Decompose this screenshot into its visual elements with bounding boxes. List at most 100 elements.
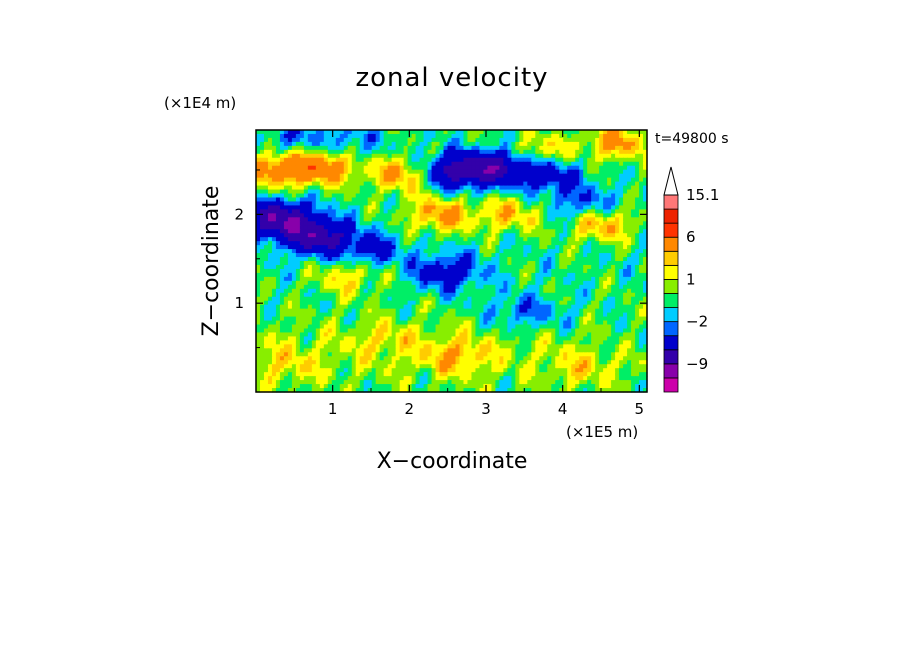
- field-cell: [587, 201, 592, 207]
- field-cell: [315, 276, 321, 282]
- field-cell: [415, 241, 421, 246]
- field-cell: [327, 328, 333, 334]
- field-cell: [351, 149, 357, 155]
- field-cell: [371, 312, 377, 318]
- field-cell: [403, 320, 409, 326]
- field-cell: [439, 304, 445, 310]
- field-cell: [623, 145, 628, 151]
- field-cell: [256, 229, 261, 234]
- field-cell: [419, 276, 425, 282]
- field-cell: [599, 288, 604, 294]
- field-cell: [307, 145, 313, 151]
- field-cell: [555, 284, 560, 290]
- field-cell: [379, 201, 385, 207]
- field-cell: [479, 189, 485, 195]
- field-cell: [447, 241, 453, 246]
- field-cell: [515, 189, 520, 195]
- field-cell: [363, 276, 369, 282]
- field-cell: [591, 213, 596, 218]
- field-cell: [539, 257, 544, 262]
- field-cell: [591, 153, 596, 159]
- field-cell: [435, 145, 441, 151]
- field-cell: [539, 320, 544, 326]
- field-cell: [259, 173, 265, 179]
- field-cell: [611, 161, 616, 167]
- field-cell: [515, 157, 520, 163]
- field-cell: [371, 137, 377, 143]
- field-cell: [263, 153, 269, 159]
- field-cell: [315, 173, 321, 179]
- field-cell: [427, 169, 433, 175]
- field-cell: [523, 276, 528, 282]
- field-cell: [363, 221, 369, 226]
- field-cell: [519, 130, 524, 135]
- field-cell: [467, 221, 473, 226]
- field-cell: [431, 308, 437, 314]
- field-cell: [483, 197, 489, 203]
- field-cell: [351, 288, 357, 294]
- field-cell: [575, 245, 580, 250]
- field-cell: [591, 312, 596, 318]
- field-cell: [263, 276, 269, 282]
- field-cell: [563, 304, 568, 310]
- field-cell: [375, 225, 381, 230]
- field-cell: [595, 130, 600, 135]
- field-cell: [287, 133, 293, 139]
- field-cell: [447, 280, 453, 286]
- field-cell: [539, 304, 544, 310]
- field-cell: [411, 137, 417, 143]
- field-cell: [351, 137, 357, 143]
- field-cell: [387, 328, 393, 334]
- field-cell: [256, 233, 261, 238]
- field-cell: [611, 137, 616, 143]
- field-cell: [443, 284, 449, 290]
- field-cell: [575, 169, 580, 175]
- field-cell: [623, 153, 628, 159]
- field-cell: [627, 165, 632, 171]
- field-cell: [563, 320, 568, 326]
- field-cell: [287, 169, 293, 175]
- field-cell: [575, 316, 580, 322]
- field-cell: [263, 268, 269, 274]
- field-cell: [399, 185, 405, 191]
- field-cell: [275, 229, 281, 234]
- field-cell: [371, 237, 377, 242]
- field-cell: [527, 225, 532, 230]
- field-cell: [271, 213, 277, 218]
- field-cell: [403, 177, 409, 183]
- field-cell: [267, 324, 273, 330]
- field-cell: [515, 268, 520, 274]
- field-cell: [463, 264, 469, 270]
- field-cell: [315, 316, 321, 322]
- field-cell: [487, 181, 492, 187]
- field-cell: [263, 161, 269, 167]
- field-cell: [431, 193, 437, 199]
- field-cell: [539, 209, 544, 214]
- field-cell: [403, 209, 409, 214]
- field-cell: [631, 284, 636, 290]
- field-cell: [399, 241, 405, 246]
- field-cell: [623, 157, 628, 163]
- field-cell: [479, 276, 485, 282]
- field-cell: [615, 304, 620, 310]
- field-cell: [435, 237, 441, 242]
- field-cell: [347, 213, 353, 218]
- field-cell: [487, 229, 492, 234]
- field-cell: [367, 189, 373, 195]
- field-cell: [327, 209, 333, 214]
- field-cell: [463, 145, 469, 151]
- field-cell: [347, 272, 353, 278]
- field-cell: [555, 169, 560, 175]
- field-cell: [627, 229, 632, 234]
- field-cell: [635, 280, 640, 286]
- field-cell: [363, 268, 369, 274]
- field-cell: [507, 241, 512, 246]
- field-cell: [531, 165, 536, 171]
- field-cell: [627, 189, 632, 195]
- field-cell: [475, 201, 481, 207]
- field-cell: [371, 169, 377, 175]
- field-cell: [339, 169, 345, 175]
- field-cell: [451, 153, 457, 159]
- field-cell: [547, 300, 552, 306]
- field-cell: [431, 241, 437, 246]
